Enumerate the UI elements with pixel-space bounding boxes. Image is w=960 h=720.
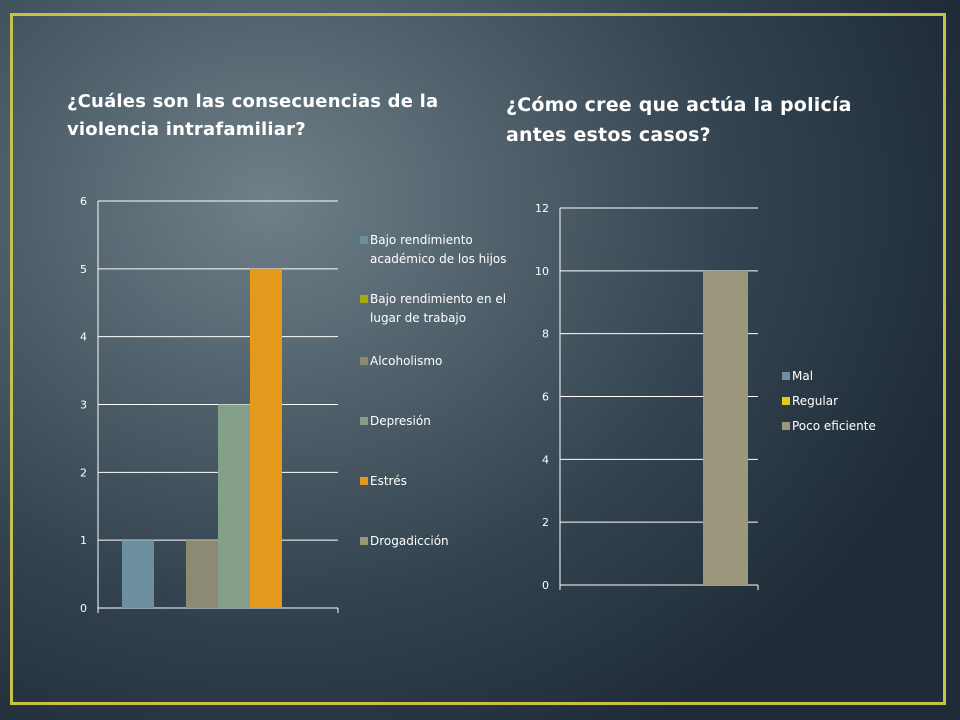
left-chart-ytick-label: 0 <box>80 602 87 615</box>
left-chart-ytick-label: 5 <box>80 263 87 276</box>
left-chart-legend-label: Alcoholismo <box>370 354 442 368</box>
left-chart-legend-swatch <box>360 477 368 485</box>
left-chart-bar <box>122 540 154 608</box>
left-chart-bar <box>218 404 250 608</box>
left-chart-legend-label: académico de los hijos <box>370 252 507 266</box>
left-chart-legend-swatch <box>360 295 368 303</box>
slide-frame <box>10 13 946 705</box>
left-chart-ytick-label: 6 <box>80 195 87 208</box>
left-chart-ytick-label: 2 <box>80 466 87 479</box>
left-chart-bar <box>186 540 218 608</box>
left-chart-legend-label: Bajo rendimiento en el <box>370 292 506 306</box>
left-chart-legend-label: Drogadicción <box>370 534 449 548</box>
left-chart-legend-label: lugar de trabajo <box>370 311 466 325</box>
left-chart-bar <box>250 268 282 608</box>
left-chart-legend-swatch <box>360 357 368 365</box>
left-chart-legend-swatch <box>360 417 368 425</box>
left-chart-legend-label: Depresión <box>370 414 431 428</box>
left-chart-legend-swatch <box>360 236 368 244</box>
left-chart-question: ¿Cuáles son las consecuencias de la viol… <box>67 91 439 140</box>
left-chart-ytick-label: 3 <box>80 399 87 412</box>
left-chart-legend-label: Bajo rendimiento <box>370 233 473 247</box>
left-chart-ytick-label: 1 <box>80 534 87 547</box>
left-chart-legend-swatch <box>360 537 368 545</box>
left-chart-legend-label: Estrés <box>370 474 407 488</box>
right-chart-question: ¿Cómo cree que actúa la policía antes es… <box>506 94 852 146</box>
left-chart-ytick-label: 4 <box>80 331 87 344</box>
